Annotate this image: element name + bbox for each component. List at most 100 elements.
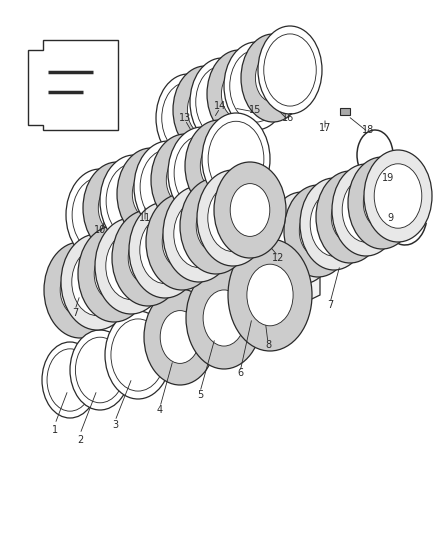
Text: 9: 9 <box>387 213 393 223</box>
Ellipse shape <box>208 184 258 252</box>
Ellipse shape <box>140 149 196 225</box>
Ellipse shape <box>132 169 170 219</box>
Ellipse shape <box>146 194 218 290</box>
Ellipse shape <box>342 178 390 242</box>
Polygon shape <box>186 90 260 155</box>
Ellipse shape <box>278 206 326 270</box>
Ellipse shape <box>374 164 422 228</box>
Text: 17: 17 <box>319 123 331 133</box>
Text: 7: 7 <box>327 300 333 310</box>
Polygon shape <box>28 40 118 130</box>
Ellipse shape <box>202 113 270 205</box>
Ellipse shape <box>134 141 202 233</box>
Text: 16: 16 <box>282 113 294 123</box>
Ellipse shape <box>268 192 336 284</box>
Ellipse shape <box>196 199 236 253</box>
Ellipse shape <box>112 210 184 306</box>
Text: 19: 19 <box>382 173 394 183</box>
Ellipse shape <box>221 70 257 118</box>
Ellipse shape <box>173 66 237 154</box>
Ellipse shape <box>316 171 384 263</box>
Bar <box>340 108 350 115</box>
Ellipse shape <box>310 192 358 256</box>
Ellipse shape <box>168 127 236 219</box>
Ellipse shape <box>230 50 282 122</box>
Text: 12: 12 <box>272 253 284 263</box>
Ellipse shape <box>61 234 133 330</box>
Text: 4: 4 <box>157 405 163 415</box>
Ellipse shape <box>66 169 134 261</box>
Ellipse shape <box>247 264 293 326</box>
Text: 1: 1 <box>52 425 58 435</box>
Ellipse shape <box>98 183 136 233</box>
Ellipse shape <box>364 150 432 242</box>
Ellipse shape <box>200 141 238 191</box>
Ellipse shape <box>203 290 245 346</box>
Ellipse shape <box>94 248 134 301</box>
Ellipse shape <box>187 86 223 134</box>
Ellipse shape <box>284 185 352 277</box>
Ellipse shape <box>299 206 337 256</box>
Ellipse shape <box>100 155 168 247</box>
Ellipse shape <box>228 239 312 351</box>
Ellipse shape <box>174 135 230 211</box>
Ellipse shape <box>160 311 200 364</box>
Text: 2: 2 <box>77 435 83 445</box>
Ellipse shape <box>185 120 253 212</box>
Text: 10: 10 <box>94 225 106 235</box>
Ellipse shape <box>180 178 252 274</box>
Polygon shape <box>268 208 360 290</box>
Text: 3: 3 <box>112 420 118 430</box>
Ellipse shape <box>129 202 201 298</box>
Ellipse shape <box>236 206 304 298</box>
Ellipse shape <box>300 178 368 270</box>
Ellipse shape <box>214 162 286 258</box>
Ellipse shape <box>332 164 400 256</box>
Text: 8: 8 <box>265 340 271 350</box>
Ellipse shape <box>60 264 100 317</box>
Ellipse shape <box>106 232 156 300</box>
Ellipse shape <box>196 66 248 138</box>
Ellipse shape <box>363 177 401 228</box>
Polygon shape <box>98 185 175 252</box>
Ellipse shape <box>186 267 262 369</box>
Ellipse shape <box>174 200 224 268</box>
Ellipse shape <box>258 26 322 114</box>
Ellipse shape <box>83 162 151 254</box>
Ellipse shape <box>241 34 305 122</box>
Ellipse shape <box>111 319 165 391</box>
Text: 13: 13 <box>179 113 191 123</box>
Ellipse shape <box>224 42 288 130</box>
Text: 14: 14 <box>214 101 226 111</box>
Text: 15: 15 <box>249 105 261 115</box>
Ellipse shape <box>331 192 369 243</box>
Text: 5: 5 <box>197 390 203 400</box>
Ellipse shape <box>208 122 264 197</box>
Ellipse shape <box>156 74 220 162</box>
Ellipse shape <box>72 177 128 253</box>
Ellipse shape <box>95 218 167 314</box>
Ellipse shape <box>230 183 270 237</box>
Ellipse shape <box>47 349 93 411</box>
Ellipse shape <box>105 311 171 399</box>
Ellipse shape <box>190 58 254 146</box>
Ellipse shape <box>255 54 290 102</box>
Ellipse shape <box>144 289 216 385</box>
Ellipse shape <box>252 199 320 291</box>
Ellipse shape <box>246 220 294 284</box>
Ellipse shape <box>163 186 235 282</box>
Polygon shape <box>78 260 160 328</box>
Ellipse shape <box>75 337 124 403</box>
Ellipse shape <box>162 82 214 154</box>
Text: 18: 18 <box>362 125 374 135</box>
Ellipse shape <box>267 220 305 270</box>
Ellipse shape <box>42 342 98 418</box>
Ellipse shape <box>44 242 116 338</box>
Text: 6: 6 <box>237 368 243 378</box>
Ellipse shape <box>72 248 122 316</box>
Ellipse shape <box>140 216 190 284</box>
Ellipse shape <box>207 50 271 138</box>
Ellipse shape <box>197 170 269 266</box>
Ellipse shape <box>78 226 150 322</box>
Ellipse shape <box>162 216 202 269</box>
